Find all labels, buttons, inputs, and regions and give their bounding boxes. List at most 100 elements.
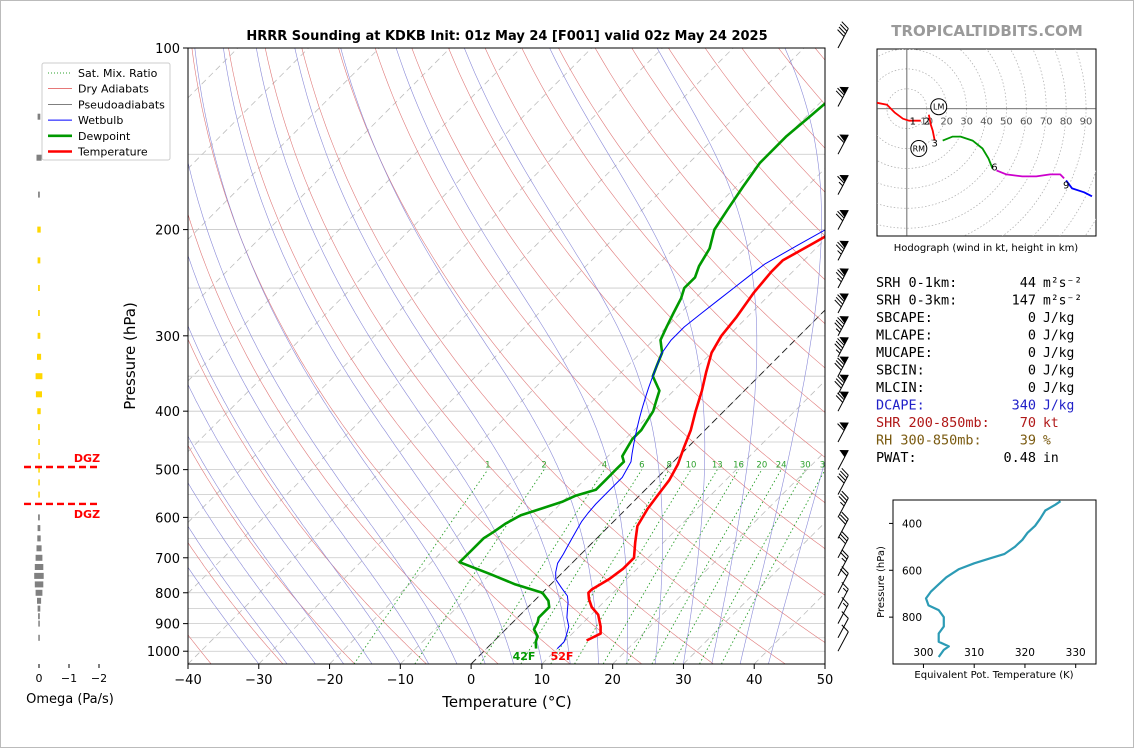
legend-label: Temperature xyxy=(77,146,148,159)
wind-barb xyxy=(837,21,849,49)
barb-full xyxy=(835,296,844,305)
barb-full xyxy=(841,21,849,29)
hodograph-frame xyxy=(876,48,1097,237)
mixing-ratio-line xyxy=(414,469,545,664)
wind-barb xyxy=(834,316,849,337)
stats-table: SRH 0-1km: 44 m²s⁻² SRH 0-3km: 147 m²s⁻² SBCAP… xyxy=(876,275,1082,466)
stat-value: 39 xyxy=(1020,433,1036,449)
barb-full xyxy=(834,299,842,308)
barb-full xyxy=(838,536,846,545)
dry-adiabat xyxy=(521,48,825,413)
barb-full xyxy=(834,322,842,330)
omega-bar xyxy=(38,491,40,498)
barb-flag xyxy=(839,391,849,399)
series-wetbulb xyxy=(555,229,825,649)
stat-unit: J/kg xyxy=(1043,311,1074,326)
hodograph-segment xyxy=(942,135,994,169)
omega-bar xyxy=(38,285,40,291)
hodograph-ring-label: 40 xyxy=(980,117,993,128)
pseudoadiabat xyxy=(549,48,706,664)
hodograph-height-label: 9 xyxy=(1063,180,1069,191)
barb-flag xyxy=(839,449,849,458)
pseudoadiabat xyxy=(188,254,429,664)
x-tick-label: −30 xyxy=(245,673,272,688)
isotherm-line xyxy=(188,48,309,170)
dry-adiabat xyxy=(191,48,571,664)
barb-full xyxy=(841,611,849,619)
wind-barb xyxy=(837,596,849,624)
barb-full xyxy=(837,294,845,302)
omega-bar xyxy=(38,191,40,198)
storm-motion-marker xyxy=(930,98,948,116)
omega-bar xyxy=(37,353,42,360)
pseudoadiabat xyxy=(656,48,758,664)
mixing-ratio-line xyxy=(353,469,489,664)
legend-label: Dry Adiabats xyxy=(78,83,149,96)
stat-value: 340 xyxy=(1012,398,1036,414)
mixing-ratio-line xyxy=(626,469,739,664)
wind-barb xyxy=(837,624,849,652)
omega-tick-label: 0 xyxy=(36,672,43,685)
storm-motion-marker xyxy=(910,140,928,158)
omega-bar xyxy=(35,589,43,596)
barb-full xyxy=(841,624,849,633)
barb-full xyxy=(840,533,848,542)
barb-flag xyxy=(839,293,849,301)
mixing-ratio-line xyxy=(699,469,806,664)
x-tick-label: −40 xyxy=(174,673,201,688)
barb-flag xyxy=(839,316,849,324)
stat-label: SRH 0-1km: xyxy=(876,275,957,291)
omega-bar xyxy=(37,408,41,415)
barb-full xyxy=(835,395,844,403)
hodograph-ring-label: 90 xyxy=(1080,117,1093,128)
barb-flag xyxy=(839,268,849,276)
omega-bar xyxy=(38,310,40,316)
pseudoadiabat xyxy=(188,435,344,664)
theta-e-axes: 300 310 320 330 400 600 800 xyxy=(889,518,1086,668)
barb-full xyxy=(840,568,848,577)
dry-adiabat xyxy=(301,48,786,664)
omega-bar xyxy=(37,332,41,339)
omega-x-axis-label: Omega (Pa/s) xyxy=(26,692,114,707)
dry-adiabat xyxy=(411,48,825,550)
barb-half xyxy=(842,587,848,593)
barb-full xyxy=(837,210,845,219)
pseudoadiabat xyxy=(194,48,486,664)
stat-unit: J/kg xyxy=(1043,381,1074,396)
omega-bar xyxy=(38,479,40,486)
omega-bar xyxy=(34,572,44,579)
omega-bar xyxy=(35,554,43,561)
legend-label: Pseudoadiabats xyxy=(78,98,165,111)
omega-bar xyxy=(36,545,42,552)
stat-value: 0 xyxy=(1028,380,1036,396)
hodograph-ring-label: 10 xyxy=(920,117,933,128)
hodograph-ring-label: 30 xyxy=(960,117,973,128)
barb-full xyxy=(841,511,849,520)
y-tick-label: 300 xyxy=(155,330,180,345)
hodograph-ring-label: 70 xyxy=(1040,117,1053,128)
barb-half xyxy=(842,602,848,608)
barb-full xyxy=(837,357,845,366)
omega-bar xyxy=(38,613,40,620)
mixing-ratio-line xyxy=(479,469,605,664)
barb-full xyxy=(837,175,845,184)
dry-adiabat xyxy=(188,338,427,664)
y-tick-label: 200 xyxy=(155,224,180,239)
pseudoadiabat xyxy=(188,566,260,664)
skewt-profiles xyxy=(458,101,825,649)
barb-full xyxy=(835,244,844,252)
barb-full xyxy=(841,549,849,557)
omega-bar xyxy=(37,525,41,532)
barb-staff xyxy=(837,422,849,443)
y-tick-label: 900 xyxy=(155,618,180,633)
mixing-ratio-label: 6 xyxy=(639,461,644,471)
omega-tick-label: −1 xyxy=(61,672,77,685)
barb-full xyxy=(837,475,845,484)
omega-bar xyxy=(38,439,40,445)
theta-e-frame xyxy=(892,499,1097,665)
barb-full xyxy=(835,340,844,349)
barb-full xyxy=(835,378,844,386)
y-tick-label: 800 xyxy=(155,587,180,602)
omega-bar xyxy=(37,597,42,604)
barb-flag xyxy=(839,337,849,345)
